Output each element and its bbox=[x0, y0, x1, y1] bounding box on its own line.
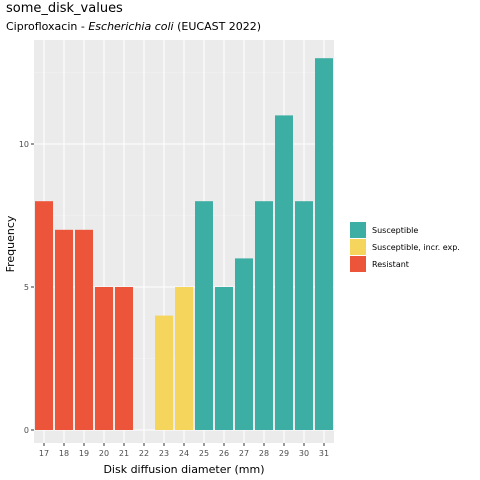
bar-19 bbox=[75, 229, 93, 430]
bar-28 bbox=[255, 201, 273, 430]
x-tick-label: 30 bbox=[299, 449, 309, 458]
bar-27 bbox=[235, 258, 253, 430]
legend-label: Resistant bbox=[372, 260, 409, 269]
bar-31 bbox=[315, 58, 333, 430]
x-axis-title: Disk diffusion diameter (mm) bbox=[103, 463, 264, 476]
bar-23 bbox=[155, 315, 173, 430]
x-tick-label: 18 bbox=[59, 449, 69, 458]
subtitle-suffix: (EUCAST 2022) bbox=[173, 20, 262, 33]
x-tick-label: 23 bbox=[159, 449, 169, 458]
x-tick-label: 19 bbox=[79, 449, 89, 458]
x-tick-label: 21 bbox=[119, 449, 129, 458]
x-tick-label: 20 bbox=[99, 449, 109, 458]
x-tick-label: 29 bbox=[279, 449, 289, 458]
y-tick-label: 5 bbox=[24, 283, 29, 292]
bar-26 bbox=[215, 287, 233, 430]
bar-18 bbox=[55, 229, 73, 430]
y-axis: 0 5 10 bbox=[19, 140, 34, 435]
legend-swatch bbox=[350, 256, 366, 272]
legend: Susceptible Susceptible, incr. exp. Resist… bbox=[350, 222, 460, 272]
x-tick-label: 24 bbox=[179, 449, 189, 458]
x-tick-label: 22 bbox=[139, 449, 149, 458]
bars bbox=[35, 58, 333, 431]
y-tick-label: 0 bbox=[24, 426, 29, 435]
x-tick-label: 26 bbox=[219, 449, 229, 458]
bar-21 bbox=[115, 287, 133, 430]
x-tick-label: 28 bbox=[259, 449, 269, 458]
legend-label: Susceptible, incr. exp. bbox=[372, 243, 460, 252]
y-tick-label: 10 bbox=[19, 140, 29, 149]
y-axis-title: Frequency bbox=[4, 215, 17, 272]
bar-17 bbox=[35, 201, 53, 430]
subtitle-prefix: Ciprofloxacin - bbox=[6, 20, 89, 33]
bar-25 bbox=[195, 201, 213, 430]
x-tick-label: 25 bbox=[199, 449, 209, 458]
bar-30 bbox=[295, 201, 313, 430]
x-tick-label: 27 bbox=[239, 449, 249, 458]
chart-title: some_disk_values bbox=[6, 1, 123, 16]
x-tick-label: 31 bbox=[319, 449, 329, 458]
x-axis: 17 18 19 20 21 22 23 24 25 26 27 28 29 30 31 bbox=[39, 443, 329, 458]
bar-24 bbox=[175, 287, 193, 430]
chart-subtitle: Ciprofloxacin - Escherichia coli (EUCAST… bbox=[6, 20, 261, 33]
bar-29 bbox=[275, 115, 293, 431]
legend-swatch bbox=[350, 222, 366, 238]
bar-20 bbox=[95, 287, 113, 430]
legend-label: Susceptible bbox=[372, 226, 418, 235]
subtitle-organism: Escherichia coli bbox=[88, 20, 174, 33]
legend-swatch bbox=[350, 239, 366, 255]
x-tick-label: 17 bbox=[39, 449, 49, 458]
